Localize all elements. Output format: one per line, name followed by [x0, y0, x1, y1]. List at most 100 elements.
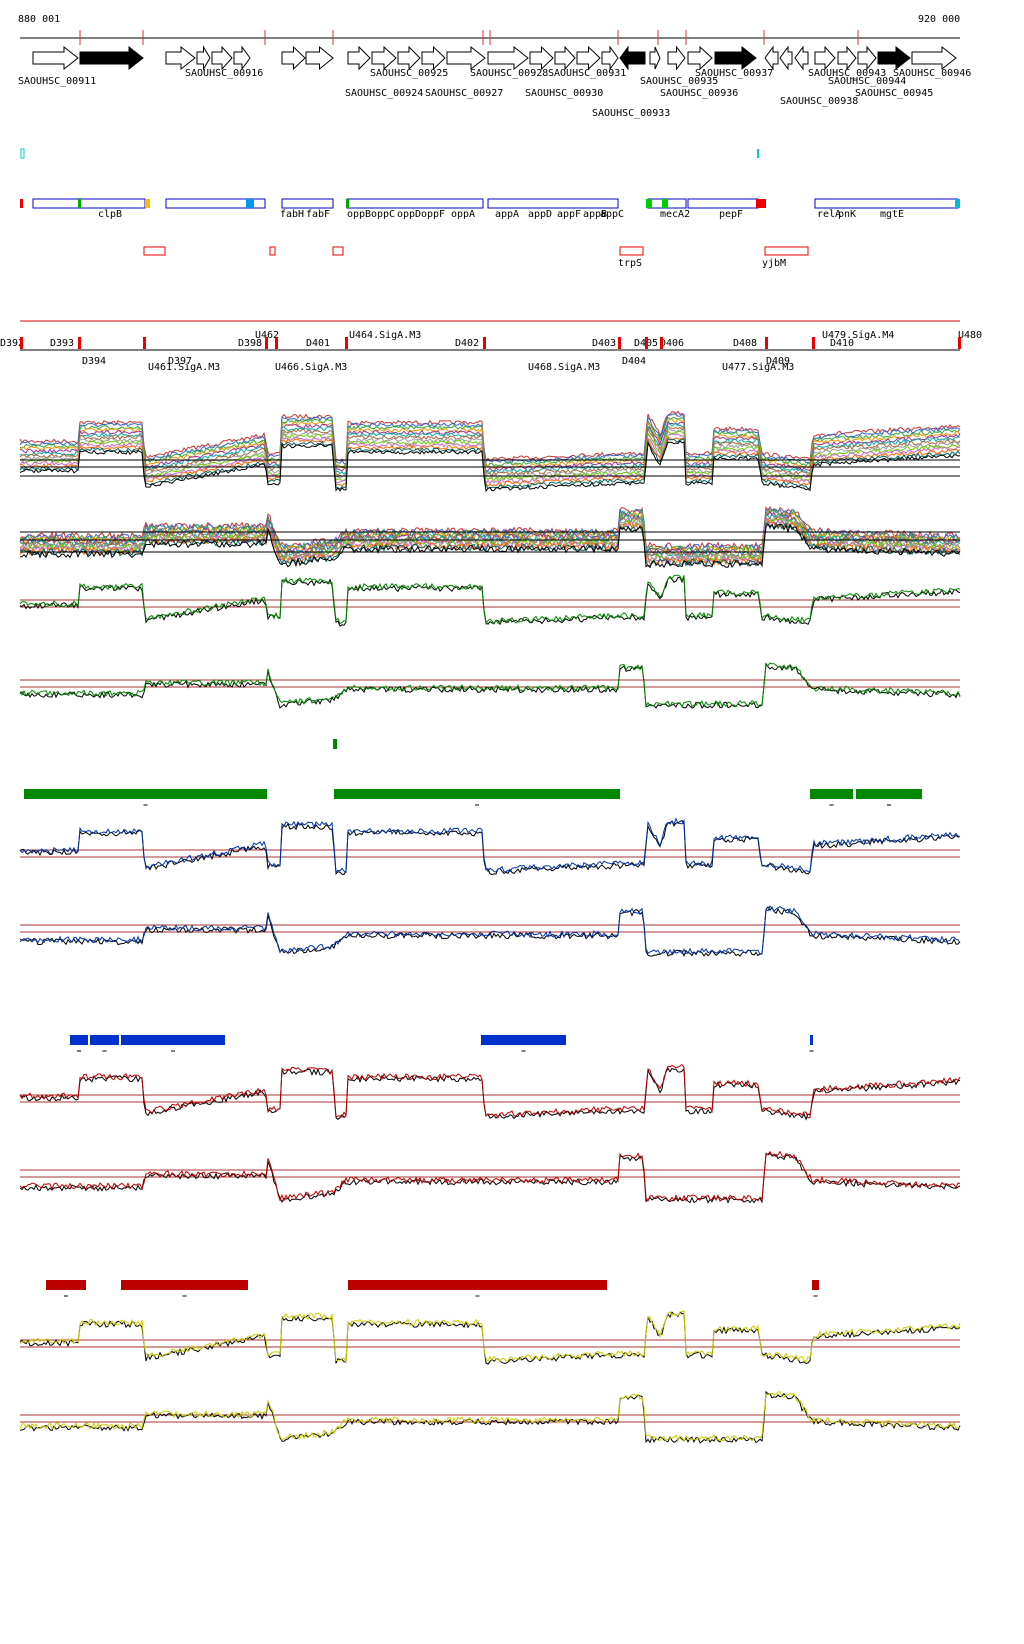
region-tick	[660, 337, 663, 349]
region-label: U466.SigA.M3	[275, 362, 347, 373]
signal-trace	[19, 1067, 961, 1121]
region-tick	[958, 337, 961, 349]
region-label: D393	[50, 338, 74, 349]
feature-mark	[78, 199, 81, 208]
signal-trace	[19, 574, 961, 626]
signal-trace	[19, 1152, 961, 1204]
feature-box	[814, 198, 959, 209]
segment-bar	[333, 739, 337, 749]
region-label: U479.SigA.M4	[822, 330, 894, 341]
gene-label: SAOUHSC_00943	[808, 68, 886, 79]
feature-mark	[145, 199, 150, 208]
gene-name: appC	[600, 209, 624, 220]
signal-trace	[19, 1391, 961, 1443]
region-label: D398	[238, 338, 262, 349]
gene-label: SAOUHSC_00925	[370, 68, 448, 79]
gene-arrow	[305, 45, 334, 71]
region-tick	[618, 337, 621, 349]
gene-name: mecA2	[660, 209, 690, 220]
gene-arrow	[347, 45, 371, 71]
signal-trace	[19, 662, 961, 709]
signal-trace	[19, 421, 961, 473]
region-label: D410	[830, 338, 854, 349]
gene-name: appD	[528, 209, 552, 220]
gene-arrow	[165, 45, 196, 71]
signal-trace	[19, 576, 961, 627]
region-labels: D392 D393 D398 D401 D402 D403 D405 D406 …	[0, 330, 982, 373]
region-label: D401	[306, 338, 330, 349]
gene-arrow	[576, 45, 601, 71]
segment-bar	[812, 1280, 819, 1290]
gene-label: SAOUHSC_00911	[18, 76, 96, 87]
gene-arrow	[196, 45, 211, 71]
feature-mark	[346, 199, 349, 208]
signal-trace	[19, 1063, 961, 1119]
ruler-start: 880 001	[18, 14, 60, 25]
gene-arrow-rev	[764, 45, 779, 71]
region-label: D392	[0, 338, 24, 349]
gene-name: appB	[583, 209, 607, 220]
signal-trace	[19, 416, 961, 468]
gene-name: mgtE	[880, 209, 904, 220]
cyan-mark	[757, 149, 759, 158]
region-label: D404	[622, 356, 646, 367]
region-tick	[265, 337, 268, 349]
gene-name: pnK	[838, 209, 856, 220]
gene-arrow	[554, 45, 576, 71]
signal-trace	[19, 423, 960, 475]
gene-label: SAOUHSC_00938	[780, 96, 858, 107]
region-label: U468.SigA.M3	[528, 362, 600, 373]
region-label: D406	[660, 338, 684, 349]
gene-arrow	[857, 45, 877, 71]
gene-name: oppC	[371, 209, 395, 220]
gene-arrow	[79, 45, 144, 71]
region-tick	[483, 337, 486, 349]
gene-label: SAOUHSC_00945	[855, 88, 933, 99]
region-label: D409	[766, 356, 790, 367]
gene-arrow	[529, 45, 554, 71]
region-label: U462	[255, 330, 279, 341]
region-tick	[20, 337, 23, 349]
region-tick	[812, 337, 815, 349]
region-tick	[275, 337, 278, 349]
gene-arrow	[687, 45, 713, 71]
gene-label: SAOUHSC_00935	[640, 76, 718, 87]
ruler-end: 920 000	[918, 14, 960, 25]
gene-name: oppD	[397, 209, 421, 220]
gene-arrow	[211, 45, 233, 71]
gene-label: SAOUHSC_00928	[470, 68, 548, 79]
signal-trace	[20, 523, 961, 569]
gene-name: appA	[495, 209, 519, 220]
gene-arrow	[371, 45, 397, 71]
signal-trace	[19, 906, 961, 958]
gene-arrow-rev	[619, 45, 646, 71]
gene-arrow	[649, 46, 661, 70]
gene-name: fabH	[280, 209, 304, 220]
signal-trace	[19, 662, 961, 710]
segment-bar	[46, 1280, 86, 1290]
signal-trace	[19, 433, 961, 486]
signal-trace	[19, 905, 961, 956]
gene-name: pepF	[719, 209, 743, 220]
gene-name: oppF	[421, 209, 445, 220]
gene-label: SAOUHSC_00916	[185, 68, 263, 79]
signal-trace	[19, 512, 961, 559]
region-tick	[345, 337, 348, 349]
gene-label: SAOUHSC_00946	[893, 68, 971, 79]
feature-box	[687, 198, 759, 209]
gene-arrow	[446, 45, 486, 71]
red-box	[332, 246, 344, 256]
feature-mark	[662, 199, 668, 208]
region-tick	[78, 337, 81, 349]
gene-label: SAOUHSC_00930	[525, 88, 603, 99]
gene-name: oppA	[451, 209, 475, 220]
feature-mark	[646, 199, 652, 208]
signal-trace	[19, 410, 961, 464]
gene-arrow	[487, 45, 529, 71]
segment-bar	[121, 1035, 225, 1045]
region-label: D408	[733, 338, 757, 349]
feature-mark	[756, 199, 766, 208]
region-label: D403	[592, 338, 616, 349]
